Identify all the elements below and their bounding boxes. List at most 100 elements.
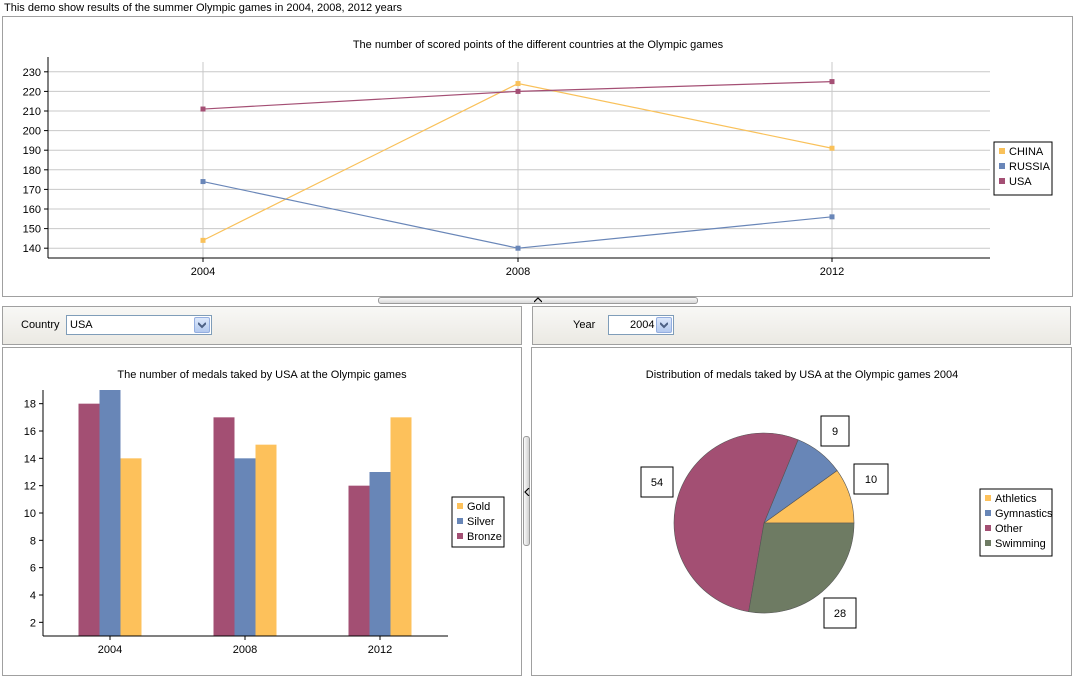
pie-label-box [853,463,889,495]
bar-gold-2008 [255,444,277,636]
y-tick-label: 2 [30,617,36,629]
legend-swatch [457,518,463,524]
legend-swatch [999,163,1005,169]
chevron-down-icon [660,322,668,329]
pie-slice-swimming [748,522,855,614]
legend-label: RUSSIA [1009,161,1051,173]
bar-silver-2012 [369,472,391,636]
legend-label: USA [1009,176,1032,188]
year-label: Year [573,319,596,331]
bar-chart-legend: Gold Silver Bronze [451,496,505,548]
bar-chart-title: The number of medals taked by USA at the… [117,369,407,381]
y-tick-label: 150 [23,224,41,236]
x-tick-label: 2012 [368,644,392,656]
y-tick-label: 220 [23,86,41,98]
medals-pie-chart: Distribution of medals taked by USA at t… [640,369,1053,629]
pie-data-label: 9 [832,426,838,438]
y-tick-label: 200 [23,126,41,138]
y-tick-label: 4 [30,590,36,602]
medals-pie-chart-panel: Distribution of medals taked by USA at t… [531,347,1072,676]
line-chart-title: The number of scored points of the diffe… [353,39,724,51]
chevron-down-icon [198,322,206,329]
legend-swatch [457,503,463,509]
data-point-usa [829,79,835,85]
bar-silver-2004 [99,390,121,636]
country-select-value: USA [70,319,93,331]
y-tick-label: 10 [24,508,36,520]
pie-label-box [640,466,674,498]
legend-label: Swimming [995,538,1046,550]
line-chart-legend: CHINA RUSSIA USA [993,141,1053,196]
legend-swatch [999,148,1005,154]
year-select[interactable]: 2004 [608,315,674,335]
medals-bar-chart: The number of medals taked by USA at the… [24,369,505,656]
medals-bar-chart-panel: The number of medals taked by USA at the… [2,347,522,676]
pie-chart-title: Distribution of medals taked by USA at t… [646,369,958,381]
x-tick-label: 2004 [191,266,215,278]
y-tick-label: 8 [30,535,36,547]
y-tick-label: 160 [23,204,41,216]
y-tick-label: 180 [23,165,41,177]
y-tick-label: 16 [24,426,36,438]
x-tick-label: 2008 [506,266,530,278]
country-toolbar: Country USA [2,306,522,345]
data-point-usa [515,88,521,94]
pie-data-label: 54 [651,477,663,489]
points-line-chart: The number of scored points of the diffe… [23,39,1053,278]
pie-data-label: 10 [865,474,877,486]
legend-label: CHINA [1009,146,1044,158]
legend-label: Bronze [467,531,502,543]
pie-label-box [820,415,850,447]
pie-label-box [823,597,857,629]
bar-gold-2012 [390,417,412,636]
data-point-russia [829,214,835,220]
legend-label: Silver [467,516,495,528]
y-tick-label: 190 [23,145,41,157]
legend-swatch [985,540,991,546]
year-select-value: 2004 [630,319,655,331]
legend-swatch [985,525,991,531]
y-tick-label: 210 [23,106,41,118]
points-chart-panel: The number of scored points of the diffe… [2,16,1073,297]
data-point-russia [200,179,206,185]
y-tick-label: 140 [23,243,41,255]
bar-gold-2004 [120,458,142,636]
legend-box [979,488,1053,557]
x-tick-label: 2008 [233,644,257,656]
pie-chart-legend: Athletics Gymnastics Other Swimming [979,488,1053,557]
legend-label: Athletics [995,493,1037,505]
country-dropdown-button[interactable] [194,317,210,333]
x-tick-label: 2004 [98,644,122,656]
x-tick-label: 2012 [820,266,844,278]
y-tick-label: 14 [24,453,36,465]
y-tick-label: 230 [23,67,41,79]
y-tick-label: 12 [24,481,36,493]
y-tick-label: 6 [30,563,36,575]
collapse-up-icon[interactable] [533,296,543,306]
legend-swatch [999,178,1005,184]
collapse-left-icon[interactable] [524,487,530,499]
bar-bronze-2012 [348,485,370,636]
window-caption: This demo show results of the summer Oly… [4,2,403,14]
pie-slice-other [673,432,799,613]
legend-label: Other [995,523,1023,535]
legend-swatch [985,495,991,501]
bar-bronze-2008 [213,417,235,636]
y-tick-label: 170 [23,184,41,196]
data-point-china [829,145,835,151]
data-point-china [200,237,206,243]
y-tick-label: 18 [24,399,36,411]
bar-silver-2008 [234,458,256,636]
legend-label: Gymnastics [995,508,1053,520]
year-dropdown-button[interactable] [656,317,672,333]
legend-label: Gold [467,501,490,513]
data-point-china [515,81,521,87]
country-select[interactable]: USA [66,315,212,335]
legend-swatch [985,510,991,516]
data-point-usa [200,106,206,112]
data-point-russia [515,245,521,251]
country-label: Country [21,319,60,331]
year-toolbar: Year 2004 [532,306,1071,345]
legend-swatch [457,533,463,539]
pie-data-label: 28 [834,608,846,620]
